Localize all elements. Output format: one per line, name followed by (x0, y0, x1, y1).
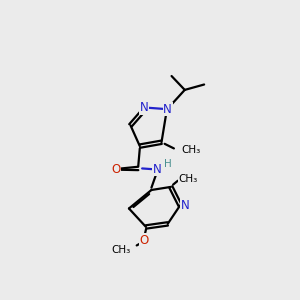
Text: O: O (140, 233, 149, 247)
Text: N: N (163, 103, 172, 116)
Text: N: N (140, 101, 149, 114)
Text: O: O (111, 163, 120, 176)
Text: CH₃: CH₃ (111, 245, 130, 255)
Text: H: H (164, 159, 172, 169)
Text: CH₃: CH₃ (182, 145, 201, 155)
Text: CH₃: CH₃ (178, 174, 198, 184)
Text: N: N (180, 199, 189, 212)
Text: N: N (152, 163, 161, 176)
